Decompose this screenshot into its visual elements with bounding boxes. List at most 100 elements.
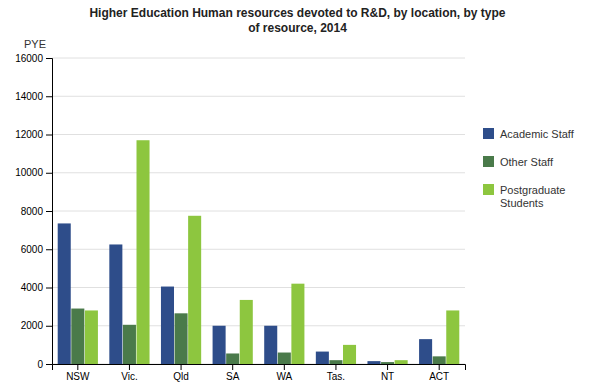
- bar: [419, 339, 432, 364]
- x-axis: NSW Vic. Qld SA WA Tas. NT ACT: [53, 364, 466, 382]
- y-tick-label: 16000: [15, 53, 43, 64]
- x-tick-mark: [232, 364, 233, 370]
- x-tick-label: Qld: [173, 371, 189, 382]
- legend: Academic Staff Other Staff PostgraduateStu…: [483, 128, 575, 209]
- x-tick: NSW: [66, 364, 90, 382]
- y-tick-mark: [46, 288, 52, 289]
- legend-label-line: Students: [500, 197, 544, 209]
- bar: [137, 140, 150, 364]
- bar: [213, 326, 226, 364]
- y-tick: 6000: [21, 244, 52, 255]
- y-tick-mark: [46, 211, 52, 212]
- bar: [343, 345, 356, 364]
- bar: [58, 223, 71, 364]
- y-axis-title: PYE: [24, 38, 46, 50]
- bar: [226, 353, 239, 364]
- legend-label-line: Academic Staff: [500, 128, 575, 140]
- x-tick: Qld: [173, 364, 189, 382]
- legend-swatch: [483, 184, 494, 195]
- y-tick-label: 4000: [21, 282, 44, 293]
- grid-line: [52, 134, 465, 135]
- bar: [188, 216, 201, 364]
- x-tick-label: SA: [226, 371, 240, 382]
- x-axis-line: [53, 365, 466, 371]
- bar: [109, 244, 122, 364]
- y-tick-mark: [46, 135, 52, 136]
- x-tick-mark: [335, 364, 336, 370]
- y-tick: 14000: [15, 91, 52, 102]
- bar: [240, 300, 253, 364]
- x-tick: WA: [276, 364, 292, 382]
- y-tick-label: 12000: [15, 129, 43, 140]
- y-tick-mark: [46, 326, 52, 327]
- legend-item: Other Staff: [483, 156, 554, 168]
- y-tick-label: 14000: [15, 91, 43, 102]
- x-tick-mark: [439, 364, 440, 370]
- y-tick: 4000: [21, 282, 52, 293]
- legend-label-line: Other Staff: [500, 156, 554, 168]
- bar-series: [58, 223, 432, 364]
- bar: [71, 309, 84, 364]
- legend-label: PostgraduateStudents: [500, 184, 565, 209]
- y-axis-line: [46, 59, 53, 365]
- bar: [316, 352, 329, 364]
- y-tick: 12000: [15, 129, 52, 140]
- bar: [433, 356, 446, 364]
- bar: [446, 310, 459, 364]
- x-tick: Tas.: [327, 364, 345, 382]
- legend-item: Academic Staff: [483, 128, 575, 140]
- y-tick-mark: [46, 364, 52, 365]
- y-axis: 0 2000 4000 6000 8000 10000 12000 14000 16000: [15, 53, 52, 370]
- x-tick: ACT: [429, 364, 449, 382]
- legend-item: PostgraduateStudents: [483, 184, 565, 209]
- chart-svg: 0 2000 4000 6000 8000 10000 12000 14000 16000 NSW…: [0, 0, 595, 392]
- y-tick-label: 6000: [21, 244, 44, 255]
- legend-label-line: Postgraduate: [500, 184, 565, 196]
- x-tick-mark: [129, 364, 130, 370]
- grid-line: [52, 96, 465, 97]
- grid-line: [52, 172, 465, 173]
- x-tick: Vic.: [121, 364, 138, 382]
- y-tick-label: 8000: [21, 206, 44, 217]
- bar: [161, 287, 174, 364]
- chart-container: 0 2000 4000 6000 8000 10000 12000 14000 16000 NSW…: [0, 0, 595, 392]
- x-tick: SA: [226, 364, 240, 382]
- bar-series: [85, 140, 459, 364]
- title: Higher Education Human resources devoted…: [89, 6, 505, 35]
- y-tick-mark: [46, 173, 52, 174]
- grid: [52, 58, 465, 364]
- bar: [175, 313, 188, 364]
- x-tick-label: ACT: [429, 371, 449, 382]
- y-tick: 0: [37, 359, 52, 370]
- x-tick-label: Tas.: [327, 371, 345, 382]
- x-tick-mark: [77, 364, 78, 370]
- bar: [381, 362, 394, 364]
- y-tick-label: 2000: [21, 320, 44, 331]
- legend-label: Academic Staff: [500, 128, 575, 140]
- x-tick-mark: [387, 364, 388, 370]
- x-tick-label: NT: [381, 371, 394, 382]
- bar: [367, 361, 380, 364]
- bar: [123, 325, 136, 364]
- title-line: of resource, 2014: [248, 21, 347, 35]
- y-tick: 16000: [15, 53, 52, 64]
- x-tick-mark: [284, 364, 285, 370]
- grid-line: [52, 58, 465, 59]
- y-tick-mark: [46, 58, 52, 59]
- legend-label: Other Staff: [500, 156, 554, 168]
- legend-swatch: [483, 156, 494, 167]
- bar: [329, 360, 342, 364]
- x-tick-label: Vic.: [121, 371, 138, 382]
- legend-swatch: [483, 128, 494, 139]
- bar-series: [71, 309, 445, 364]
- y-tick: 10000: [15, 167, 52, 178]
- x-tick: NT: [381, 364, 394, 382]
- bar: [291, 284, 304, 364]
- y-tick: 8000: [21, 206, 52, 217]
- bar: [264, 326, 277, 364]
- y-tick-mark: [46, 96, 52, 97]
- grid-line: [52, 211, 465, 212]
- x-tick-label: NSW: [66, 371, 90, 382]
- bar: [395, 360, 408, 364]
- x-tick-mark: [181, 364, 182, 370]
